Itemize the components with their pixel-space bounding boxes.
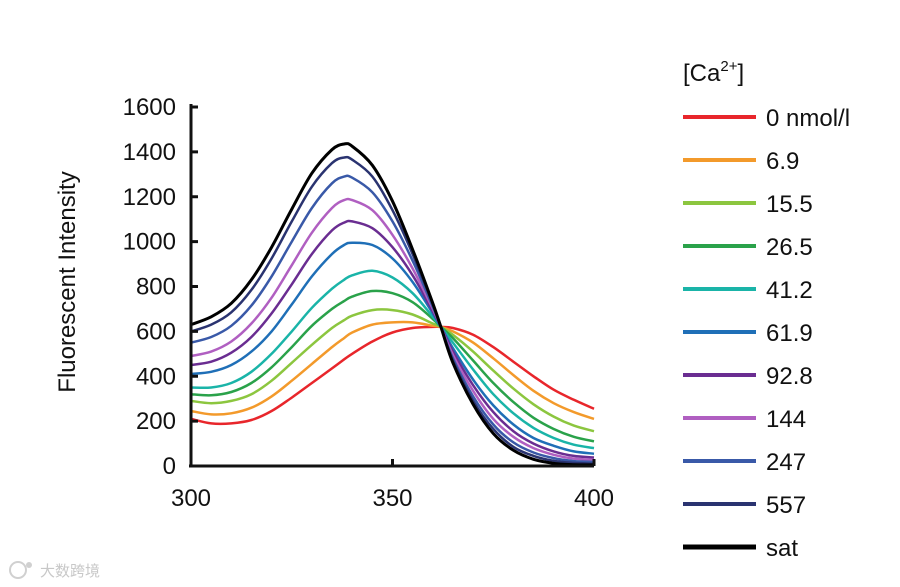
y-tick-label-8: 1600 — [123, 94, 176, 121]
series-line-6 — [190, 219, 595, 459]
legend-label-5: 61.9 — [766, 320, 813, 347]
x-tick-label-0: 300 — [171, 485, 211, 512]
series-line-1 — [190, 320, 595, 421]
legend-label-0: 0 nmol/l — [766, 105, 850, 132]
series-line-9 — [190, 155, 595, 466]
legend-label-3: 26.5 — [766, 234, 813, 261]
series-line-0 — [190, 325, 595, 426]
watermark-logo-icon — [9, 561, 27, 579]
y-tick-label-6: 1200 — [123, 184, 176, 211]
y-tick-label-7: 1400 — [123, 139, 176, 166]
legend: [Ca2+] 0 nmol/l 6.9 15.5 26.5 41.2 61.9 92.8 14… — [683, 58, 850, 562]
y-tick-label-3: 600 — [136, 318, 176, 345]
legend-label-4: 41.2 — [766, 277, 813, 304]
series-line-7 — [190, 197, 595, 461]
legend-label-9: 557 — [766, 492, 806, 519]
series-line-4 — [190, 269, 595, 450]
series-line-2 — [190, 308, 595, 433]
y-tick-label-1: 200 — [136, 408, 176, 435]
y-tick-label-0: 0 — [163, 453, 176, 480]
x-tick-label-2: 400 — [574, 485, 614, 512]
legend-label-1: 6.9 — [766, 148, 799, 175]
x-tick-label-1: 350 — [372, 485, 412, 512]
legend-label-7: 144 — [766, 406, 806, 433]
y-axis-title: Fluorescent Intensity — [54, 171, 81, 392]
watermark-text: 大数跨境 — [40, 562, 100, 580]
y-ticks: 0 200 400 600 800 1000 1200 1400 1600 — [123, 94, 198, 480]
legend-label-8: 247 — [766, 449, 806, 476]
legend-title-sup: 2+ — [720, 58, 737, 75]
legend-label-6: 92.8 — [766, 363, 813, 390]
axes — [189, 104, 594, 468]
watermark-logo-dot — [26, 562, 32, 568]
series-line-3 — [190, 289, 595, 443]
watermark: 大数跨境 — [9, 561, 100, 580]
legend-label-10: sat — [766, 535, 798, 562]
series-lines — [190, 142, 595, 467]
legend-title-end: ] — [737, 60, 744, 87]
legend-label-2: 15.5 — [766, 191, 813, 218]
series-line-5 — [190, 241, 595, 455]
legend-title: [Ca2+] — [683, 58, 744, 87]
series-line-8 — [190, 174, 595, 464]
y-tick-label-5: 1000 — [123, 229, 176, 256]
y-tick-label-4: 800 — [136, 274, 176, 301]
y-tick-label-2: 400 — [136, 363, 176, 390]
series-line-10 — [190, 142, 595, 467]
legend-title-base: [Ca — [683, 60, 721, 87]
legend-items: 0 nmol/l 6.9 15.5 26.5 41.2 61.9 92.8 144 247 557… — [683, 105, 850, 562]
x-ticks: 300 350 400 — [171, 459, 614, 512]
